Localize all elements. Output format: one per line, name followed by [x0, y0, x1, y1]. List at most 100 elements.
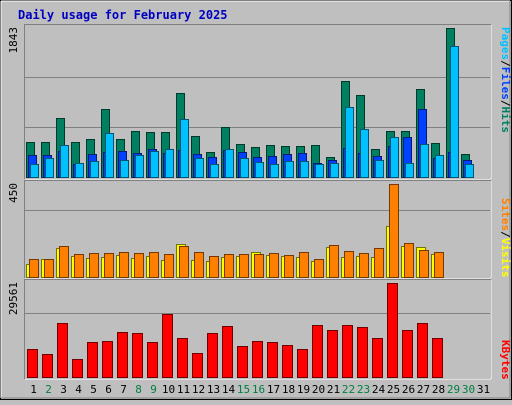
- legend-entry: Hits: [499, 107, 512, 134]
- kbytes-bar: [402, 330, 413, 378]
- y-max-label: 29561: [7, 282, 20, 315]
- x-day-label: 30: [462, 383, 475, 396]
- kbytes-bar: [267, 342, 278, 378]
- kbytes-bar: [147, 342, 158, 378]
- x-day-label: 19: [297, 383, 310, 396]
- x-day-label: 8: [135, 383, 142, 396]
- pages-bar: [405, 163, 414, 178]
- x-day-label: 22: [342, 383, 355, 396]
- kbytes-bar: [252, 341, 263, 378]
- pages-bar: [285, 161, 294, 178]
- kbytes-bar: [27, 349, 38, 378]
- pages-bar: [345, 107, 354, 178]
- pages-bar: [360, 129, 369, 178]
- kbytes-bar: [297, 349, 308, 378]
- kbytes-bar: [177, 338, 188, 378]
- pages-bar: [105, 133, 114, 178]
- sites-bar: [269, 253, 279, 278]
- legend-entry: /: [499, 231, 512, 238]
- kbytes-bar: [42, 354, 53, 378]
- sites-bar: [314, 259, 324, 278]
- pages-bar: [210, 164, 219, 178]
- pages-bar: [75, 163, 84, 178]
- kbytes-bar: [342, 325, 353, 378]
- x-axis-day-labels: 1 2 3 4 5 6 7 8 9 10 11 12 13 14 15 16 17 18 19 20 21 22 23 24 2…: [30, 383, 490, 396]
- x-day-label: 12: [192, 383, 205, 396]
- sites-bar: [134, 253, 144, 278]
- sites-bar: [59, 246, 69, 278]
- x-day-label: 4: [75, 383, 82, 396]
- x-day-label: 28: [432, 383, 445, 396]
- pages-bar: [315, 164, 324, 178]
- pages-bar: [375, 160, 384, 178]
- pages-bar: [150, 151, 159, 178]
- sites-bar: [434, 252, 444, 278]
- sites-bar: [389, 184, 399, 278]
- x-day-label: 2: [45, 383, 52, 396]
- pages-bar: [255, 162, 264, 178]
- sites-bar: [74, 254, 84, 278]
- pages-bar: [180, 119, 189, 178]
- x-day-label: 3: [60, 383, 67, 396]
- sites-bar: [209, 256, 219, 278]
- legend-entry: Pages: [499, 27, 512, 60]
- legend-entry: /: [499, 60, 512, 67]
- x-day-label: 13: [207, 383, 220, 396]
- kbytes-bar: [132, 333, 143, 378]
- sites-bar: [374, 248, 384, 278]
- x-day-label: 29: [447, 383, 460, 396]
- chart-title: Daily usage for February 2025: [18, 8, 228, 22]
- sites-bar: [404, 243, 414, 278]
- x-day-label: 20: [312, 383, 325, 396]
- kbytes-bar: [282, 345, 293, 378]
- x-day-label: 18: [282, 383, 295, 396]
- hits-files-pages-panel: 1843 Pages/Files/Hits: [7, 24, 512, 180]
- sites-bar: [329, 245, 339, 278]
- sites-bar: [119, 252, 129, 278]
- pages-bar: [60, 145, 69, 178]
- sites-bar: [44, 259, 54, 278]
- x-day-label: 17: [267, 383, 280, 396]
- kbytes-bar: [87, 342, 98, 378]
- legend-entry: Sites: [499, 198, 512, 231]
- pages-bar: [270, 164, 279, 178]
- legend-text: KBytes: [499, 340, 512, 380]
- kbytes-bar: [192, 353, 203, 378]
- kbytes-bar: [312, 325, 323, 378]
- sites-bar: [239, 254, 249, 278]
- x-day-label: 21: [327, 383, 340, 396]
- sites-bar: [104, 253, 114, 278]
- pages-bar: [240, 158, 249, 178]
- sites-bar: [89, 253, 99, 278]
- pages-bar: [165, 149, 174, 178]
- x-day-label: 7: [120, 383, 127, 396]
- x-day-label: 27: [417, 383, 430, 396]
- kbytes-panel: 29561 KBytes: [7, 279, 512, 380]
- legend-entry: Visits: [499, 238, 512, 278]
- legend-entry: KBytes: [499, 340, 512, 380]
- pages-bar: [450, 46, 459, 178]
- sites-bar: [359, 253, 369, 278]
- sites-bar: [224, 254, 234, 278]
- sites-bar: [419, 250, 429, 278]
- x-day-label: 6: [105, 383, 112, 396]
- x-day-label: 10: [162, 383, 175, 396]
- kbytes-bar: [372, 338, 383, 378]
- x-day-label: 11: [177, 383, 190, 396]
- x-day-label: 24: [372, 383, 386, 396]
- kbytes-bar: [357, 327, 368, 378]
- pages-bar: [435, 155, 444, 178]
- pages-bar: [390, 137, 399, 178]
- legend-entry: /: [499, 100, 512, 107]
- kbytes-bar: [237, 346, 248, 378]
- kbytes-bar: [387, 283, 398, 378]
- sites-bar: [299, 252, 309, 278]
- pages-bar: [30, 164, 39, 178]
- sites-bar: [29, 259, 39, 278]
- x-day-label: 25: [387, 383, 400, 396]
- x-day-label: 9: [150, 383, 157, 396]
- sites-bar: [254, 254, 264, 278]
- kbytes-bar: [417, 323, 428, 378]
